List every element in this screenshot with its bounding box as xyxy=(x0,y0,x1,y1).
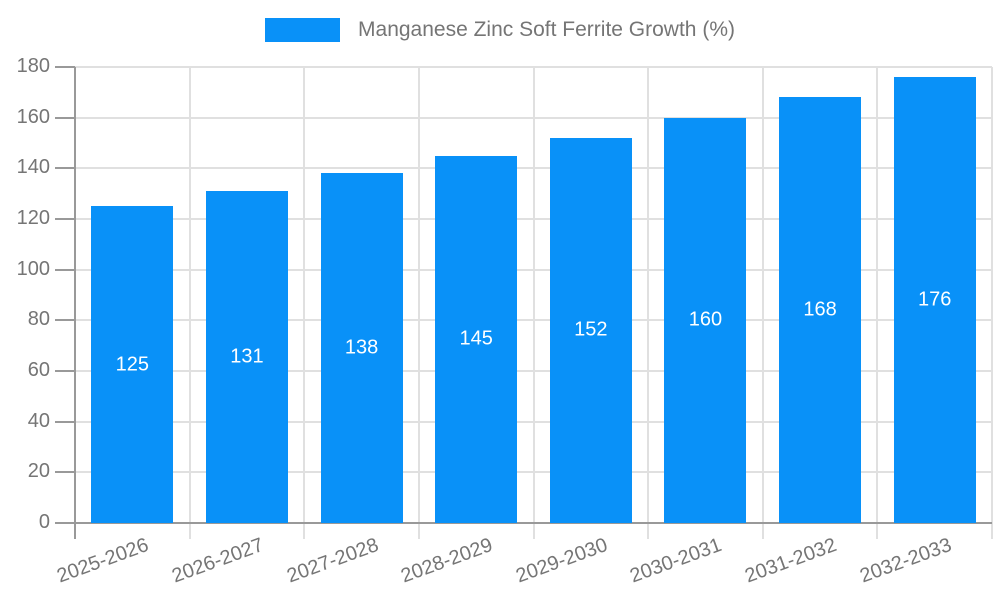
y-axis-tick-label: 160 xyxy=(16,105,50,128)
gridline-vertical xyxy=(532,67,535,539)
bar-2028-2029[interactable] xyxy=(435,155,518,523)
y-axis-tick xyxy=(55,66,75,68)
y-axis-tick xyxy=(55,167,75,170)
y-axis-tick-label: 0 xyxy=(38,511,50,534)
gridline-vertical xyxy=(303,67,306,539)
bar-2026-2027[interactable] xyxy=(205,191,288,523)
y-axis-tick-label: 60 xyxy=(27,359,50,382)
bar-2025-2026[interactable] xyxy=(91,206,174,523)
x-axis-line xyxy=(55,522,992,524)
gridline-vertical xyxy=(991,67,993,539)
gridline-vertical xyxy=(647,67,650,539)
bar-value-label: 145 xyxy=(459,327,493,350)
bar-2027-2028[interactable] xyxy=(320,173,403,523)
y-axis-tick-label: 140 xyxy=(16,156,50,179)
bar-value-label: 152 xyxy=(574,318,608,341)
legend-swatch xyxy=(265,18,341,42)
y-axis-tick xyxy=(55,420,75,423)
y-axis-tick xyxy=(55,116,75,119)
y-axis-tick xyxy=(55,471,75,474)
gridline-vertical xyxy=(876,67,879,539)
gridline-vertical xyxy=(761,67,764,539)
y-axis-tick-label: 80 xyxy=(27,308,50,331)
y-axis-tick-label: 20 xyxy=(27,460,50,483)
x-axis-tick-label: 2030-2031 xyxy=(627,534,725,588)
y-axis-tick xyxy=(55,218,75,220)
bar-2030-2031[interactable] xyxy=(664,117,747,523)
y-axis-tick xyxy=(55,319,75,322)
x-axis-tick-label: 2031-2032 xyxy=(742,534,840,588)
bar-value-label: 160 xyxy=(688,308,723,331)
bar-2031-2032[interactable] xyxy=(779,97,862,523)
legend-label: Manganese Zinc Soft Ferrite Growth (%) xyxy=(358,18,735,41)
bar-2029-2030[interactable] xyxy=(549,137,632,523)
y-axis-tick-label: 100 xyxy=(16,257,50,280)
y-axis-tick-label: 180 xyxy=(16,55,50,78)
bar-value-label: 138 xyxy=(344,336,379,359)
y-axis-tick xyxy=(55,268,75,271)
chart-legend[interactable]: Manganese Zinc Soft Ferrite Growth (%) xyxy=(0,18,1000,42)
x-axis-tick-label: 2027-2028 xyxy=(283,534,382,588)
x-axis-tick-label: 2026-2027 xyxy=(169,534,267,588)
y-axis-tick xyxy=(55,370,75,372)
bar-value-label: 176 xyxy=(918,288,952,311)
x-axis-tick-label: 2028-2029 xyxy=(398,534,496,588)
gridline-vertical xyxy=(188,67,191,539)
gridline-vertical xyxy=(417,67,420,539)
bar-2032-2033[interactable] xyxy=(893,77,976,523)
x-axis-tick-label: 2029-2030 xyxy=(512,534,611,588)
y-axis-tick-label: 120 xyxy=(16,207,50,230)
bar-value-label: 131 xyxy=(230,345,264,368)
bar-value-label: 125 xyxy=(115,353,149,376)
x-axis-tick-label: 2025-2026 xyxy=(54,534,152,588)
x-axis-tick-label: 2032-2033 xyxy=(856,534,955,588)
y-axis-line xyxy=(74,67,76,539)
bar-value-label: 168 xyxy=(803,298,837,321)
y-axis-tick-label: 40 xyxy=(27,409,50,432)
